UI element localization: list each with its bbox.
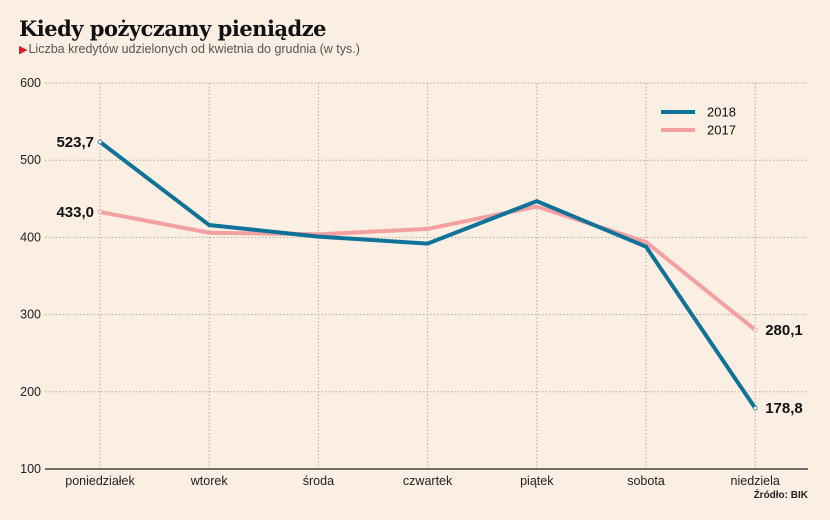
x-tick-label: poniedziałek bbox=[65, 474, 135, 488]
series-lines bbox=[97, 139, 758, 411]
source-note: Źródło: BIK bbox=[753, 490, 808, 501]
subtitle-text: Liczba kredytów udzielonych od kwietnia … bbox=[28, 42, 360, 56]
y-tick-label: 500 bbox=[20, 153, 41, 167]
endpoint-marker bbox=[752, 327, 758, 333]
endpoint-marker bbox=[97, 209, 103, 215]
series-line-2018 bbox=[98, 140, 757, 410]
x-axis-ticks: poniedziałek wtorek środa czwartek piątek sob… bbox=[65, 474, 780, 488]
y-tick-label: 300 bbox=[20, 308, 41, 322]
y-axis-ticks: 100 200 300 400 500 600 bbox=[20, 76, 41, 476]
x-tick-label: środa bbox=[303, 474, 334, 488]
y-tick-label: 600 bbox=[20, 76, 41, 90]
chart-title: Kiedy pożyczamy pieniądze bbox=[19, 16, 327, 41]
data-label: 433,0 bbox=[56, 204, 94, 221]
series-line-2017 bbox=[99, 204, 757, 332]
x-tick-label: piątek bbox=[520, 474, 554, 488]
data-label: 523,7 bbox=[56, 134, 94, 151]
x-tick-label: sobota bbox=[627, 474, 665, 488]
data-label: 178,8 bbox=[765, 400, 803, 417]
x-tick-label: niedziela bbox=[731, 474, 780, 488]
y-tick-label: 400 bbox=[20, 230, 41, 244]
data-labels: 523,7 433,0 280,1 178,8 bbox=[56, 134, 802, 417]
y-tick-label: 100 bbox=[20, 462, 41, 476]
triangle-icon: ▶ bbox=[19, 44, 28, 56]
chart-subtitle: ▶Liczba kredytów udzielonych od kwietnia… bbox=[19, 42, 360, 56]
y-tick-label: 200 bbox=[20, 385, 41, 399]
x-tick-label: wtorek bbox=[190, 474, 229, 488]
x-tick-label: czwartek bbox=[403, 474, 453, 488]
data-label: 280,1 bbox=[765, 322, 803, 339]
legend-label-2017: 2017 bbox=[707, 123, 736, 138]
legend: 2018 2017 bbox=[661, 105, 736, 138]
endpoint-marker bbox=[97, 139, 103, 145]
grid bbox=[45, 82, 808, 469]
endpoint-marker bbox=[752, 405, 758, 411]
legend-label-2018: 2018 bbox=[707, 105, 736, 120]
